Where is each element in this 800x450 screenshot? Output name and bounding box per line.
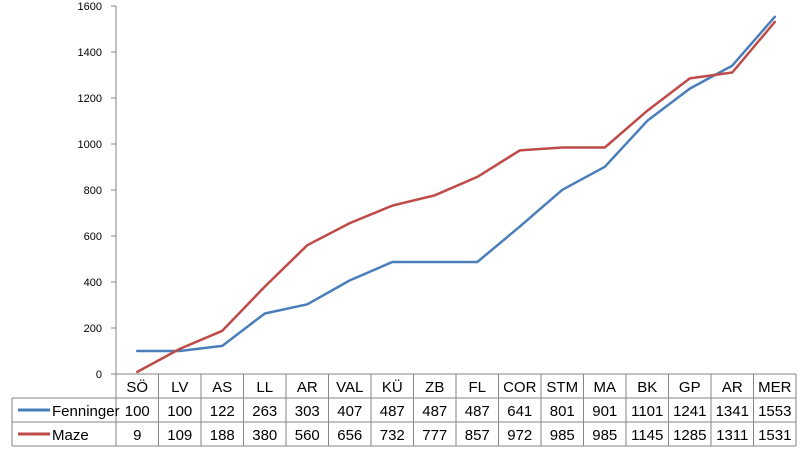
x-category-label: AR bbox=[722, 379, 743, 396]
table-cell-value: 985 bbox=[592, 427, 617, 444]
y-tick-label: 1200 bbox=[78, 93, 102, 105]
table-cell-value: 188 bbox=[210, 427, 235, 444]
x-category-label: ZB bbox=[425, 379, 444, 396]
x-category-label: KÜ bbox=[382, 378, 403, 396]
data-table: SÖ LV AS LL AR VAL KÜ ZB FL COR STM MA BK GP AR MER Fenn… bbox=[11, 373, 797, 447]
y-tick-label: 200 bbox=[84, 323, 102, 335]
table-cell-value: 100 bbox=[167, 403, 192, 420]
x-category-label: LL bbox=[256, 379, 273, 396]
y-tick-label: 1000 bbox=[78, 139, 102, 151]
table-cell-value: 1145 bbox=[631, 427, 663, 444]
table-cell-value: 901 bbox=[592, 403, 617, 420]
table-cell-value: 732 bbox=[380, 427, 405, 444]
x-category-label: GP bbox=[679, 379, 701, 396]
table-cell-value: 9 bbox=[133, 427, 141, 444]
table-cell-value: 1531 bbox=[758, 427, 791, 444]
table-cell-value: 1285 bbox=[673, 427, 706, 444]
table-cell-value: 487 bbox=[422, 403, 447, 420]
table-cell-value: 972 bbox=[507, 427, 532, 444]
table-cell-value: 641 bbox=[507, 403, 532, 420]
y-tick-label: 1400 bbox=[78, 47, 102, 59]
table-cell-value: 303 bbox=[295, 403, 320, 420]
table-cell-value: 1241 bbox=[673, 403, 706, 420]
table-cell-value: 560 bbox=[295, 427, 320, 444]
legend-label: Fenninger bbox=[52, 403, 120, 420]
table-cell-value: 407 bbox=[337, 403, 362, 420]
y-tick-label: 0 bbox=[96, 369, 102, 381]
x-category-label: LV bbox=[171, 379, 188, 396]
y-tick-label: 400 bbox=[84, 277, 102, 289]
table-cell-value: 656 bbox=[337, 427, 362, 444]
y-axis: 0 200 400 600 800 1000 1200 1400 1600 bbox=[78, 1, 117, 381]
table-cell-value: 109 bbox=[167, 427, 192, 444]
x-category-label: MA bbox=[594, 379, 617, 396]
table-cell-value: 487 bbox=[380, 403, 405, 420]
table-cell-value: 801 bbox=[550, 403, 575, 420]
table-cell-value: 263 bbox=[252, 403, 277, 420]
table-cell-value: 1553 bbox=[758, 403, 791, 420]
x-category-label: AS bbox=[212, 379, 232, 396]
x-category-label: COR bbox=[503, 379, 537, 396]
x-category-label: STM bbox=[546, 379, 578, 396]
table-cell-value: 100 bbox=[125, 403, 150, 420]
series-line-fenninger bbox=[136, 15, 777, 353]
table-cell-value: 1311 bbox=[716, 427, 748, 444]
series-lines bbox=[136, 15, 777, 374]
x-category-label: AR bbox=[297, 379, 318, 396]
table-cell-value: 777 bbox=[422, 427, 447, 444]
table-cell-value: 1101 bbox=[631, 403, 663, 420]
table-cell-value: 1341 bbox=[716, 403, 749, 420]
table-cell-value: 487 bbox=[465, 403, 490, 420]
x-category-label: MER bbox=[758, 379, 792, 396]
y-tick-label: 1600 bbox=[78, 1, 102, 13]
series-line-maze bbox=[136, 20, 777, 374]
x-category-label: FL bbox=[468, 379, 486, 396]
y-tick-label: 800 bbox=[84, 185, 102, 197]
x-category-label: SÖ bbox=[126, 378, 148, 396]
table-cell-value: 380 bbox=[252, 427, 277, 444]
table-cell-value: 985 bbox=[550, 427, 575, 444]
y-tick-label: 600 bbox=[84, 231, 102, 243]
table-cell-value: 122 bbox=[210, 403, 235, 420]
x-category-label: BK bbox=[637, 379, 657, 396]
table-cell-value: 857 bbox=[465, 427, 490, 444]
legend-label: Maze bbox=[52, 427, 89, 444]
x-category-label: VAL bbox=[336, 379, 363, 396]
